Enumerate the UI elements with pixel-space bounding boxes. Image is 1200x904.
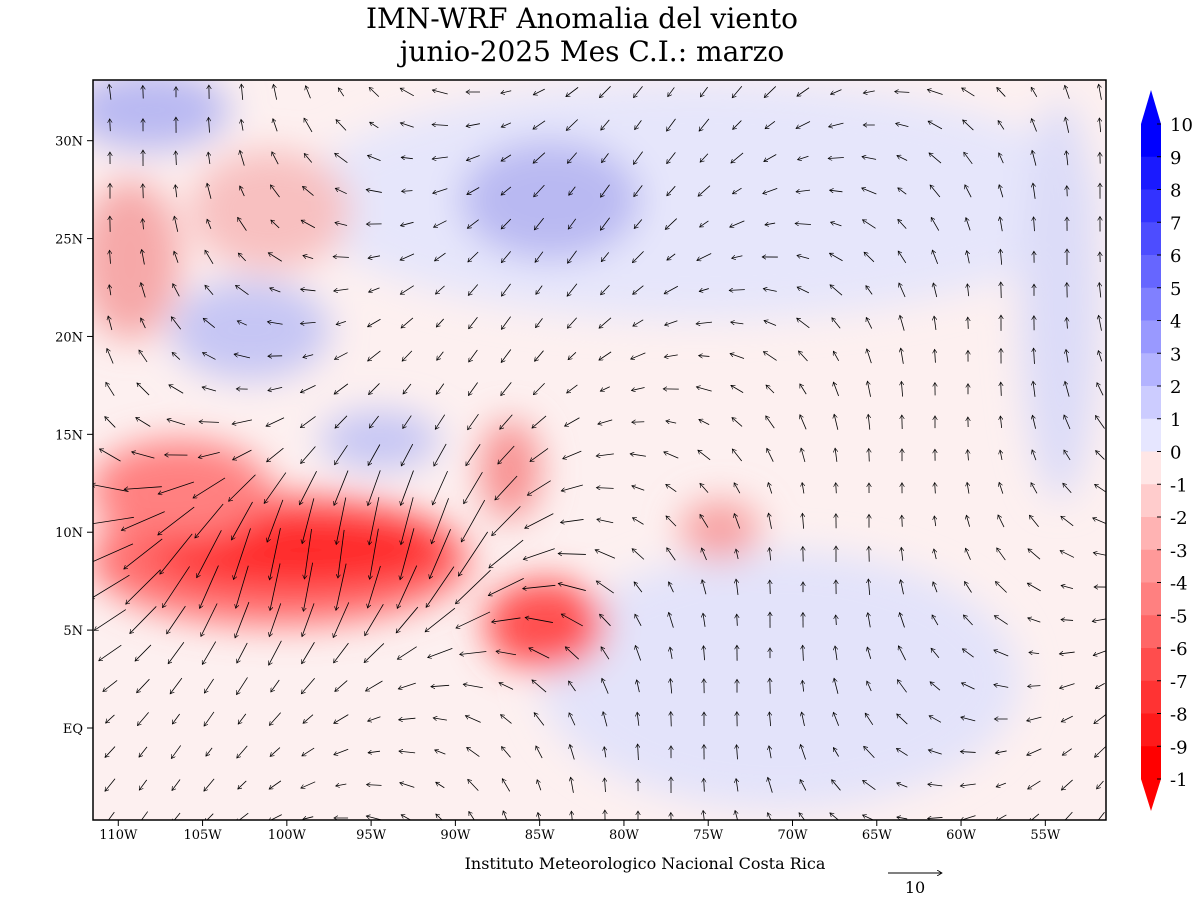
colorbar-swatch (1141, 255, 1161, 288)
colorbar-label: -8 (1170, 705, 1188, 726)
anomaly-field (70, 70, 1106, 820)
colorbar-swatch (1141, 386, 1161, 419)
colorbar-label: -9 (1170, 737, 1188, 758)
colorbar-swatch (1141, 353, 1161, 386)
wind-arrow (632, 422, 645, 423)
colorbar-swatch (1141, 681, 1161, 714)
y-tick-label: 20N (55, 330, 83, 345)
colorbar-label: 9 (1170, 148, 1181, 169)
x-tick-label: 55W (1030, 828, 1061, 843)
wind-arrow (671, 712, 672, 727)
wind-arrow (968, 317, 969, 329)
x-tick-label: 85W (525, 828, 556, 843)
y-tick-label: EQ (63, 722, 83, 737)
colorbar-label: -7 (1170, 672, 1188, 693)
colorbar-cap (1141, 90, 1161, 124)
colorbar-swatch (1141, 517, 1161, 550)
colorbar-label: 6 (1170, 246, 1181, 267)
colorbar-swatch (1141, 419, 1161, 452)
colorbar-cap (1141, 779, 1161, 811)
colorbar-swatch (1141, 157, 1161, 190)
colorbar-label: 4 (1170, 312, 1181, 333)
colorbar-swatch (1141, 321, 1161, 354)
subtitle: junio-2025 Mes C.I.: marzo (397, 35, 785, 68)
x-tick-label: 95W (356, 828, 387, 843)
colorbar-label: -1 (1170, 475, 1188, 496)
colorbar-label: 10 (1170, 115, 1193, 136)
colorbar-label: -3 (1170, 541, 1188, 562)
colorbar-label: 2 (1170, 377, 1181, 398)
y-tick-label: 30N (55, 135, 83, 150)
wind-arrow (869, 448, 870, 461)
colorbar-swatch (1141, 714, 1161, 747)
wind-arrow (1001, 382, 1002, 396)
colorbar-label: -4 (1170, 574, 1188, 595)
colorbar-label: 3 (1170, 344, 1181, 365)
x-tick-label: 65W (862, 828, 893, 843)
vector-scale-label: 10 (905, 878, 925, 897)
colorbar-label: 8 (1170, 181, 1181, 202)
colorbar-swatch (1141, 452, 1161, 485)
colorbar-swatch (1141, 550, 1161, 583)
wind-arrow (770, 580, 771, 594)
x-tick-label: 90W (440, 828, 471, 843)
colorbar-swatch (1141, 190, 1161, 223)
x-tick-label: 110W (99, 828, 138, 843)
x-tick-label: 60W (946, 828, 977, 843)
y-tick-label: 15N (55, 428, 83, 443)
title: IMN-WRF Anomalia del viento (366, 2, 798, 35)
y-tick-label: 25N (55, 233, 83, 248)
credit: Instituto Meteorologico Nacional Costa R… (465, 854, 826, 873)
colorbar-swatch (1141, 615, 1161, 648)
colorbar-swatch (1141, 222, 1161, 255)
colorbar-swatch (1141, 484, 1161, 517)
x-tick-label: 75W (693, 828, 724, 843)
colorbar-label: -1 (1170, 770, 1188, 791)
colorbar-label: 0 (1170, 443, 1181, 464)
colorbar-label: 5 (1170, 279, 1181, 300)
colorbar-swatch (1141, 583, 1161, 616)
x-tick-label: 100W (268, 828, 307, 843)
colorbar-label: -5 (1170, 606, 1188, 627)
x-tick-label: 70W (778, 828, 809, 843)
colorbar-label: 7 (1170, 213, 1181, 234)
wind-arrow (902, 515, 903, 527)
colorbar-swatch (1141, 124, 1161, 157)
y-tick-label: 5N (63, 624, 83, 639)
colorbar-label: -2 (1170, 508, 1188, 529)
colorbar-swatch (1141, 746, 1161, 779)
colorbar-swatch (1141, 288, 1161, 321)
colorbar-label: -6 (1170, 639, 1188, 660)
x-tick-label: 80W (609, 828, 640, 843)
colorbar-label: 1 (1170, 410, 1181, 431)
x-tick-label: 105W (183, 828, 222, 843)
y-tick-label: 10N (55, 526, 83, 541)
colorbar-swatch (1141, 648, 1161, 681)
